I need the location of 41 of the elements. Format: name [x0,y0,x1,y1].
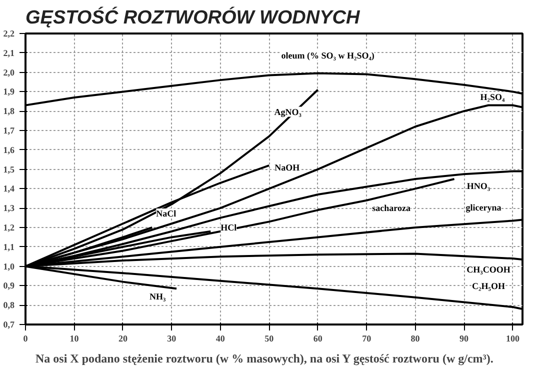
series-label: HCl [220,222,238,232]
series-label: NaCl [156,208,177,218]
series-label: CH₃COOH [466,264,510,275]
y-tick-label: 2,0 [3,67,15,78]
y-tick-label: 1,7 [3,126,15,136]
x-tick-label: 90 [460,334,470,344]
x-tick-label: 80 [410,334,420,344]
y-tick-label: 1,4 [3,184,15,194]
y-tick-label: 1,3 [3,203,15,214]
series-label: NaOH [274,162,300,172]
y-tick-label: 1,0 [3,261,15,272]
y-tick-label: 1,8 [3,106,15,116]
y-tick-label: 1,1 [3,242,15,252]
x-tick-label: 100 [506,334,520,344]
series-label: AgNO₃ [274,106,302,117]
y-tick-label: 0,8 [3,300,15,310]
chart-title: GĘSTOŚĆ ROZTWORÓW WODNYCH [26,6,362,28]
y-tick-label: 0,9 [3,280,15,291]
x-tick-label: 10 [70,334,80,344]
y-tick-label: 0,7 [3,320,15,330]
series-label: sacharoza [372,203,411,213]
x-tick-label: 70 [362,334,372,344]
series-label: gliceryna [466,202,502,213]
series-label: HNO₃ [466,181,490,192]
x-tick-label: 50 [264,334,274,344]
y-tick-label: 1,5 [3,164,15,174]
x-tick-label: 30 [167,334,177,344]
x-tick-label: 0 [23,334,28,344]
y-tick-label: 1,6 [3,144,15,155]
y-tick-label: 2,1 [3,48,15,58]
x-tick-label: 20 [118,334,128,344]
y-tick-label: 1,2 [3,222,15,232]
y-tick-label: 2,2 [3,28,15,38]
series-label: H₂SO₄ [480,92,506,102]
x-tick-label: 60 [313,334,323,344]
y-tick-label: 1,9 [3,86,15,97]
text: Na osi X podano stężenie roztworu (w % masowych), na osi Y gęstość roztworu (w g/cm³). [36,352,494,366]
series-label: NH₃ [149,292,166,302]
series-label: oleum (% SO₃ w H₂SO₄) [281,50,374,60]
x-tick-label: 40 [216,334,226,344]
series-label: C₂H₅OH [472,280,505,291]
